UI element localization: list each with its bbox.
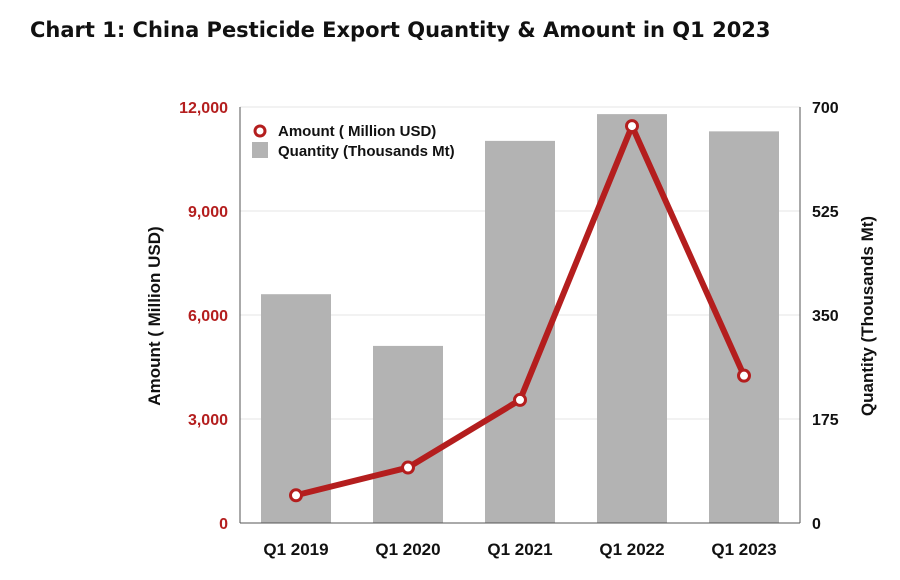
tick-labels: 0 3,000 6,000 9,000 12,000 0 175 350 525 700 Q1 20…	[179, 100, 839, 559]
quantity-bar	[261, 294, 331, 523]
quantity-bar	[373, 345, 443, 523]
legend-quantity-label: Quantity (Thousands Mt)	[278, 143, 455, 160]
x-tick-label: Q1 2020	[375, 540, 440, 559]
amount-point	[737, 368, 751, 383]
y-left-tick-label: 12,000	[179, 100, 228, 117]
y-left-tick-label: 3,000	[188, 412, 228, 429]
amount-point	[289, 488, 303, 503]
legend-quantity-swatch	[252, 142, 268, 158]
chart-title: Chart 1: China Pesticide Export Quantity…	[30, 18, 771, 42]
y-right-tick-label: 175	[812, 412, 839, 429]
y-right-tick-label: 700	[812, 100, 839, 117]
y-left-tick-label: 0	[219, 516, 228, 533]
x-tick-label: Q1 2023	[711, 540, 776, 559]
amount-point	[401, 460, 415, 475]
quantity-bars	[261, 114, 779, 524]
y-left-tick-label: 6,000	[188, 308, 228, 325]
x-tick-label: Q1 2022	[599, 540, 664, 559]
x-tick-label: Q1 2021	[487, 540, 552, 559]
y-left-tick-label: 9,000	[188, 204, 228, 221]
x-tick-label: Q1 2019	[263, 540, 328, 559]
amount-point	[513, 392, 527, 407]
y-right-tick-label: 0	[812, 516, 821, 533]
y-left-axis-title: Amount ( Million USD)	[145, 226, 164, 405]
legend-amount-label: Amount ( Million USD)	[278, 123, 436, 140]
amount-point	[625, 119, 639, 134]
y-right-axis-title: Quantity (Thousands Mt)	[858, 216, 877, 416]
quantity-bar	[485, 140, 555, 524]
axes	[239, 107, 801, 524]
legend-amount-marker	[253, 124, 267, 138]
y-right-tick-label: 525	[812, 204, 839, 221]
amount-line	[289, 119, 751, 503]
legend: Amount ( Million USD) Quantity (Thousand…	[252, 123, 455, 160]
y-right-tick-label: 350	[812, 308, 839, 325]
